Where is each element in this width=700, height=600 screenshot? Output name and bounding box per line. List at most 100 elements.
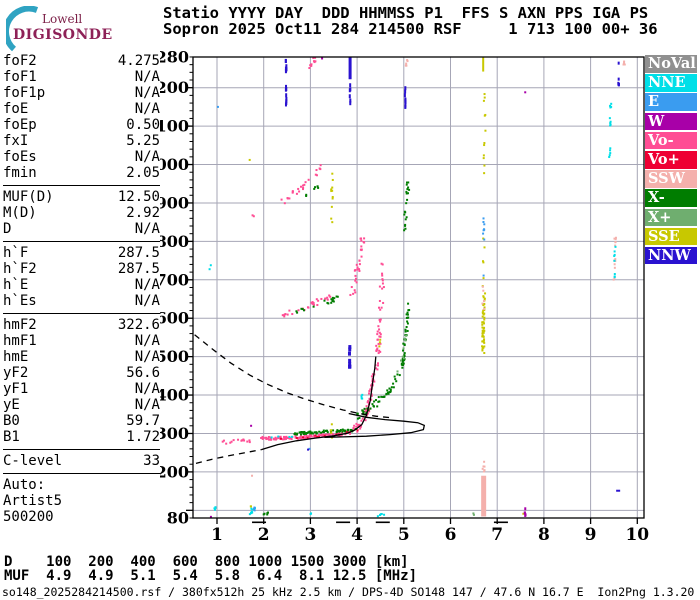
param-value: 5.25 bbox=[126, 133, 160, 149]
param-label: B1 bbox=[3, 429, 20, 445]
legend-item-SSW: SSW bbox=[645, 170, 697, 188]
legend-item-Vo+: Vo+ bbox=[645, 150, 697, 169]
param-value: 33 bbox=[143, 453, 160, 469]
logo-digisonde-text: DIGISONDE bbox=[13, 27, 113, 43]
param-label: hmF2 bbox=[3, 317, 37, 333]
param-row: hmF2 322.6 bbox=[3, 317, 160, 333]
bar-SSE bbox=[482, 56, 485, 72]
panel-divider bbox=[3, 240, 160, 242]
param-label: hmF1 bbox=[3, 333, 37, 349]
below-axis-mark bbox=[336, 521, 351, 524]
legend-item-X-: X- bbox=[645, 189, 697, 207]
param-row: yF2 56.6 bbox=[3, 365, 160, 381]
param-label: foEp bbox=[3, 117, 37, 133]
param-value: N/A bbox=[134, 277, 160, 293]
param-label: h`F bbox=[3, 245, 29, 261]
trace-fit-curve bbox=[261, 356, 377, 451]
param-value: N/A bbox=[134, 221, 160, 237]
param-value: 287.5 bbox=[117, 261, 160, 277]
ionogram-plot: 1280120011001000900800700600500400300200… bbox=[160, 47, 649, 545]
legend-item-SSE: SSE bbox=[645, 227, 697, 246]
legend-item-W: W bbox=[645, 112, 697, 131]
autoscaling-info: Auto: Artist5 500200 bbox=[3, 477, 160, 525]
header-field-names: Statio YYYY DAY DDD HHMMSS P1 FFS S AXN … bbox=[163, 4, 649, 22]
legend-item-NNE: NNE bbox=[645, 74, 697, 92]
param-label: h`E bbox=[3, 277, 29, 293]
param-row: hmF1 N/A bbox=[3, 333, 160, 349]
y-axis-label: 900 bbox=[160, 193, 189, 212]
y-axis-label: 700 bbox=[160, 270, 189, 289]
param-label: foF1 bbox=[3, 69, 37, 85]
y-axis-label: 200 bbox=[160, 462, 189, 481]
x-axis-label: 2 bbox=[258, 525, 270, 545]
param-label: fmin bbox=[3, 165, 37, 181]
measurement-header: Statio YYYY DAY DDD HHMMSS P1 FFS S AXN … bbox=[163, 4, 658, 37]
param-value: N/A bbox=[134, 149, 160, 165]
x-axis-label: 9 bbox=[585, 525, 597, 545]
lowell-digisonde-logo: Lowell DIGISONDE bbox=[4, 4, 159, 52]
param-row: MUF(D) 12.50 bbox=[3, 189, 160, 205]
param-label: yF2 bbox=[3, 365, 29, 381]
param-row: foF2 4.275 bbox=[3, 53, 160, 69]
param-value: 287.5 bbox=[117, 245, 160, 261]
y-axis-label: 300 bbox=[160, 424, 189, 443]
legend-item-X+: X+ bbox=[645, 208, 697, 227]
param-value: 56.6 bbox=[126, 365, 160, 381]
param-row: fxI 5.25 bbox=[3, 133, 160, 149]
param-label: MUF(D) bbox=[3, 189, 54, 205]
param-label: yF1 bbox=[3, 381, 29, 397]
param-label: B0 bbox=[3, 413, 20, 429]
param-value: 2.92 bbox=[126, 205, 160, 221]
param-label: foEs bbox=[3, 149, 37, 165]
echo-status-legend: NoVal NNE E W Vo- Vo+ SSW X- X+ SSE NNW bbox=[645, 55, 697, 266]
y-axis-label: 500 bbox=[160, 347, 189, 366]
panel-divider bbox=[3, 184, 160, 186]
param-row: foEp 0.50 bbox=[3, 117, 160, 133]
muf-transmission-curve bbox=[194, 334, 391, 419]
param-row: B0 59.7 bbox=[3, 413, 160, 429]
param-label: foF1p bbox=[3, 85, 46, 101]
param-row: hmE N/A bbox=[3, 349, 160, 365]
x-axis-label: 8 bbox=[538, 525, 550, 545]
digisonde-swoosh-icon bbox=[6, 6, 39, 52]
legend-item-Vo-: Vo- bbox=[645, 131, 697, 150]
autoscaling-line: Auto: bbox=[3, 477, 46, 493]
param-value: N/A bbox=[134, 381, 160, 397]
param-label: foF2 bbox=[3, 53, 37, 69]
param-label: foE bbox=[3, 101, 29, 117]
param-value: 322.6 bbox=[117, 317, 160, 333]
param-row: C-level 33 bbox=[3, 453, 160, 469]
d-row: D 100 200 400 600 800 1000 1500 3000 [km… bbox=[4, 554, 409, 570]
param-value: N/A bbox=[134, 101, 160, 117]
bar-SSW bbox=[481, 475, 487, 517]
x-axis-label: 5 bbox=[398, 525, 410, 545]
param-row: fmin 2.05 bbox=[3, 165, 160, 181]
autoscaling-line: Artist5 bbox=[3, 493, 63, 509]
bar-NNW bbox=[348, 56, 352, 80]
x-axis-label: 3 bbox=[304, 525, 316, 545]
x-axis-label: 4 bbox=[351, 525, 363, 545]
param-row: foF1 N/A bbox=[3, 69, 160, 85]
y-axis-label: 1280 bbox=[160, 47, 189, 66]
x-axis-label: 6 bbox=[445, 525, 457, 545]
x-axis-label: 7 bbox=[491, 525, 503, 545]
below-axis-mark bbox=[252, 521, 267, 524]
param-label: C-level bbox=[3, 453, 63, 469]
param-row: yE N/A bbox=[3, 397, 160, 413]
param-label: hmE bbox=[3, 349, 29, 365]
param-value: 59.7 bbox=[126, 413, 160, 429]
param-label: D bbox=[3, 221, 12, 237]
param-label: yE bbox=[3, 397, 20, 413]
x-axis-label: 10 bbox=[625, 525, 649, 545]
param-row: foE N/A bbox=[3, 101, 160, 117]
x-axis-label: 1 bbox=[211, 525, 223, 545]
param-value: 4.275 bbox=[117, 53, 160, 69]
y-axis-label: 80 bbox=[167, 509, 189, 528]
muf-row: MUF 4.9 4.9 5.1 5.4 5.8 6.4 8.1 12.5 [MH… bbox=[4, 568, 418, 584]
param-row: h`E N/A bbox=[3, 277, 160, 293]
panel-divider bbox=[3, 312, 160, 314]
below-axis-mark bbox=[493, 521, 508, 524]
param-value: N/A bbox=[134, 397, 160, 413]
param-row: foEs N/A bbox=[3, 149, 160, 165]
dmuf-table: D 100 200 400 600 800 1000 1500 3000 [km… bbox=[4, 555, 417, 583]
